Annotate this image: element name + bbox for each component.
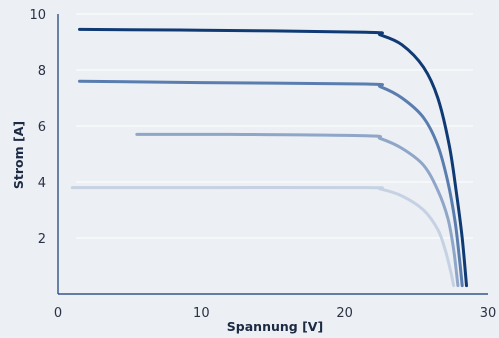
series-group bbox=[70, 27, 468, 288]
y-tick-label: 8 bbox=[38, 64, 46, 79]
y-axis-title: Strom [A] bbox=[11, 121, 26, 189]
y-tick-label: 2 bbox=[38, 232, 46, 247]
y-tick-label: 6 bbox=[38, 120, 46, 135]
tick-labels: 2 4 6 8 10 0 10 20 30 bbox=[29, 8, 496, 321]
axes bbox=[57, 14, 488, 295]
x-tick-label: 30 bbox=[480, 306, 497, 321]
x-tick-label: 10 bbox=[193, 306, 210, 321]
grid bbox=[76, 13, 473, 239]
series-line-2 bbox=[78, 79, 464, 288]
series-line-4 bbox=[70, 185, 456, 288]
x-tick-label: 0 bbox=[54, 306, 62, 321]
series-line-3 bbox=[135, 132, 460, 288]
y-tick-label: 10 bbox=[29, 8, 46, 23]
y-tick-label: 4 bbox=[38, 176, 46, 191]
x-tick-label: 20 bbox=[336, 306, 353, 321]
x-axis-title: Spannung [V] bbox=[227, 319, 323, 334]
series-line-1 bbox=[78, 27, 468, 288]
